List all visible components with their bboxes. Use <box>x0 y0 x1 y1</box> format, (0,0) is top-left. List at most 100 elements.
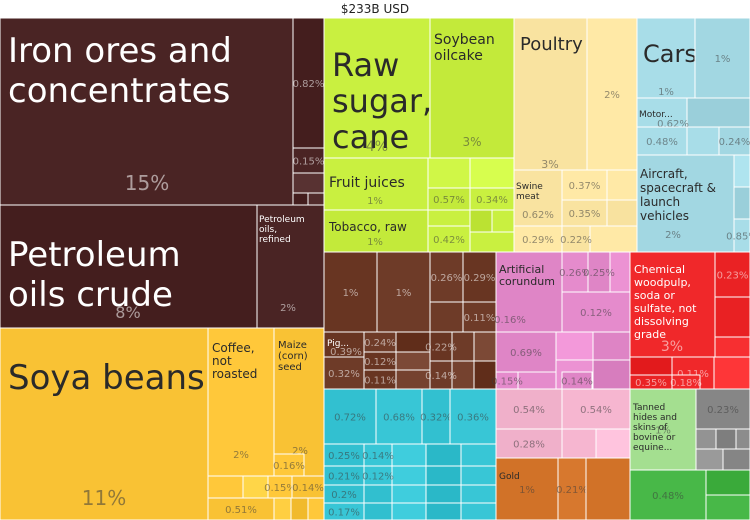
product-block <box>473 331 497 362</box>
product-label-line: Maize <box>278 340 307 351</box>
product-share: 1% <box>367 196 383 207</box>
product-label-line: meat <box>516 192 540 202</box>
sector-9: 0.72% 0.68% 0.32% 0.36% 0.25% 0.14%0.21% 0.12%… <box>323 388 497 520</box>
product-share: 0.21% <box>556 485 588 496</box>
product-block <box>323 502 365 520</box>
product-label-line: (corn) <box>278 351 308 362</box>
product-block <box>323 331 365 358</box>
product-block <box>460 443 497 467</box>
product-block <box>714 336 750 358</box>
product-share: 11% <box>82 486 126 510</box>
product-block <box>589 225 638 253</box>
product-label-line: Iron ores and <box>8 31 232 71</box>
product-block <box>586 18 638 171</box>
product-share: 0.12% <box>364 357 396 368</box>
product-label-line: concentrates <box>8 71 230 111</box>
product-share: 2% <box>292 446 308 457</box>
product-label-line: sulfate, not <box>634 302 697 315</box>
product-block <box>714 296 750 338</box>
product-block <box>429 301 464 333</box>
product-block <box>695 388 750 430</box>
product-block <box>606 199 638 227</box>
product-label-line: launch <box>640 195 680 209</box>
product-block <box>460 484 497 504</box>
product-block <box>425 502 462 520</box>
product-label-line: hides and <box>633 413 677 423</box>
sector-5: Cars 1% 1% Motor...0.62% 0.24% 0.48% Aircraft,… <box>636 18 750 253</box>
product-share: 0.11% <box>464 313 496 324</box>
product-block <box>307 497 325 520</box>
product-block <box>561 169 608 201</box>
product-label-line: Cars <box>643 40 697 68</box>
product-block <box>561 428 597 459</box>
product-block <box>323 356 365 390</box>
product-block <box>592 359 631 390</box>
product-block <box>427 225 471 253</box>
product-block <box>705 494 750 520</box>
product-share: 1% <box>658 87 674 98</box>
product-block <box>495 428 563 459</box>
product-block <box>561 388 631 430</box>
product-block <box>495 251 563 333</box>
product-block <box>363 484 393 504</box>
product-block <box>735 428 750 450</box>
product-label-line: not <box>212 354 232 368</box>
product-share: 2% <box>665 230 681 241</box>
product-share: 0.34% <box>476 195 508 206</box>
product-block <box>307 192 325 206</box>
product-share: 1% <box>367 237 383 248</box>
product-share: 15% <box>125 171 169 195</box>
product-block <box>686 97 750 128</box>
product-block <box>375 388 423 445</box>
product-label-line: seed <box>278 362 302 373</box>
product-label-line: Gold <box>499 472 520 482</box>
product-block <box>513 18 588 171</box>
product-share: 8% <box>115 303 140 322</box>
product-share: 3% <box>541 158 558 171</box>
product-label-line: Coffee, <box>212 341 255 355</box>
product-block <box>714 251 750 298</box>
product-share: 4% <box>366 139 388 155</box>
product-share: 0.82% <box>293 79 325 90</box>
product-share: 0.35% <box>569 209 601 220</box>
product-block <box>636 154 735 253</box>
product-block <box>429 18 515 159</box>
product-share: 0.14% <box>292 483 324 494</box>
product-block <box>715 428 737 450</box>
product-share: 0.42% <box>433 235 465 246</box>
product-share: 0.72% <box>334 413 366 424</box>
product-block <box>292 192 309 206</box>
product-share: 0.37% <box>569 181 601 192</box>
product-block <box>592 331 631 361</box>
product-share: 0.14% <box>425 371 457 382</box>
product-block <box>469 209 493 233</box>
product-block <box>606 169 638 201</box>
product-label-line: Aircraft, <box>640 167 688 181</box>
product-block <box>460 465 497 486</box>
product-share: 1% <box>396 288 412 299</box>
product-block <box>722 448 750 471</box>
product-block <box>555 331 594 361</box>
product-label-line: oils crude <box>8 275 173 315</box>
product-label-line: bovine or <box>633 433 676 443</box>
product-block <box>429 251 464 303</box>
product-block <box>718 126 750 156</box>
product-block <box>705 469 750 496</box>
product-label-line: Tobacco, raw <box>328 220 407 234</box>
product-label-line: Artificial <box>499 263 544 276</box>
product-block <box>425 484 462 504</box>
product-block <box>694 18 750 99</box>
product-share: 3% <box>661 339 683 355</box>
product-share: 0.36% <box>457 413 489 424</box>
product-share: 0.54% <box>513 405 545 416</box>
product-share: 0.32% <box>420 413 452 424</box>
sector-10: 0.54%0.54%0.28%0.13% <box>495 388 631 517</box>
product-share: 0.48% <box>652 491 684 502</box>
product-share: 0.15% <box>264 483 296 494</box>
product-share: 0.24% <box>364 338 396 349</box>
product-label-line: dissolving <box>634 315 689 328</box>
sector-6: 1% 1% Pig...0.39%0.24% 0.12% 0.32% 0.11% 0.26%… <box>323 251 497 390</box>
